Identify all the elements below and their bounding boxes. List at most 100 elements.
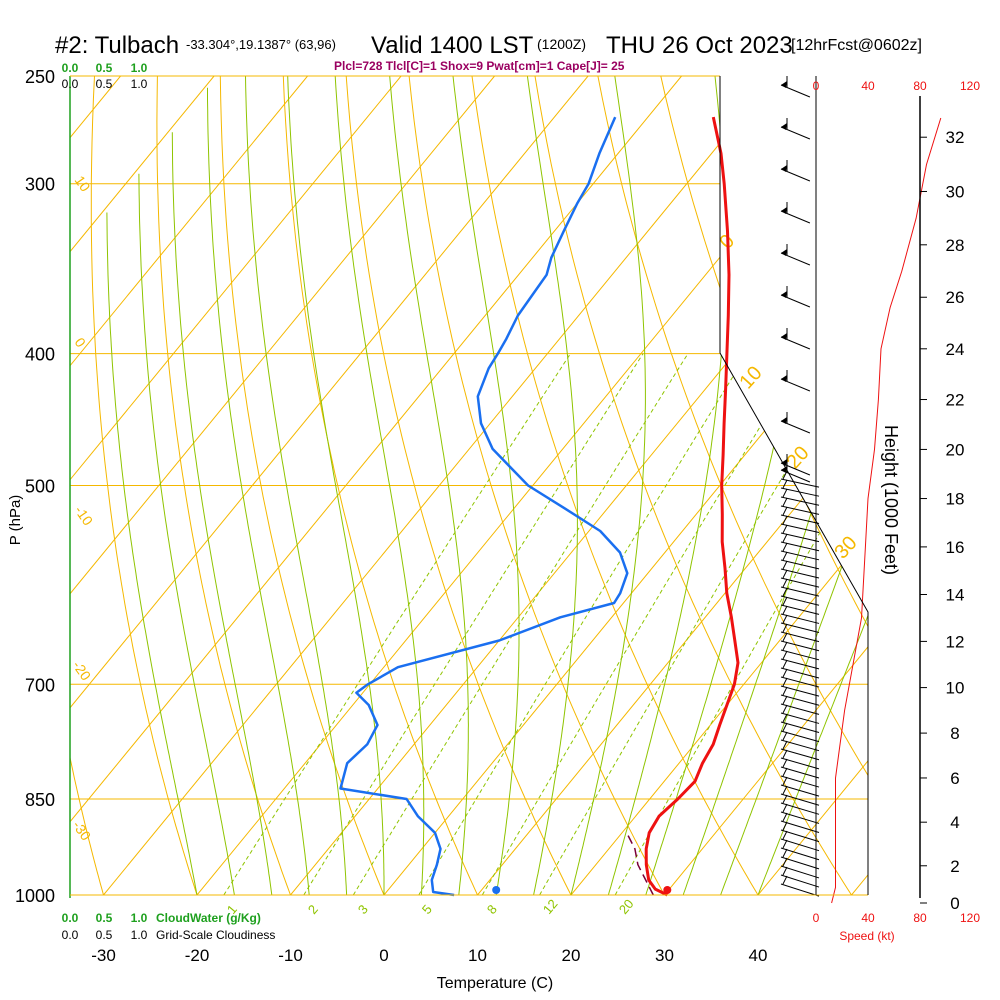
wind-barb <box>780 667 820 679</box>
height-tick-label: 30 <box>946 182 965 201</box>
wind-barb <box>780 577 820 588</box>
dry-adiabat <box>0 76 10 895</box>
wind-barb-flag <box>781 165 787 172</box>
speed-axis-title: Speed (kt) <box>839 929 894 943</box>
mixing-ratio-line <box>418 353 748 895</box>
wind-barb <box>780 820 820 833</box>
mixing-ratio-line <box>352 353 689 895</box>
isotherm-line <box>70 76 308 895</box>
wind-barb-feather <box>782 605 788 615</box>
wind-barb-flag <box>781 249 787 256</box>
temperature-tick-label: 0 <box>379 946 388 965</box>
wind-barb <box>780 658 820 670</box>
wind-barb <box>780 712 820 724</box>
wind-barb <box>780 775 820 788</box>
isotherm-label: -10 <box>72 503 97 529</box>
wind-barb-feather <box>782 560 788 570</box>
cloudwater-legend: CloudWater (g/Kg) <box>156 911 261 925</box>
isotherm-line <box>70 76 495 895</box>
moist-adiabat <box>138 173 235 895</box>
barb-region-border <box>719 76 869 895</box>
title-station: #2: Tulbach <box>55 32 179 59</box>
title-valid: Valid 1400 LST <box>371 32 534 59</box>
wind-barb-flag <box>781 375 787 382</box>
mixing-ratio-line <box>539 353 857 895</box>
wind-barb-feather <box>782 614 788 624</box>
cloudiness-scale-top: 0.0 <box>62 77 79 91</box>
wind-barb <box>780 586 820 597</box>
wind-barb-feather <box>782 668 788 678</box>
isotherm-line <box>0 76 27 895</box>
height-tick-label: 14 <box>946 586 965 605</box>
moist-adiabat <box>682 76 868 895</box>
dry-adiabat <box>90 76 198 895</box>
mixing-ratio-line <box>303 353 644 895</box>
wind-barb <box>780 694 820 706</box>
mixing-ratio-label: 20 <box>616 896 637 917</box>
cloudiness-scale-top: 1.0 <box>131 77 148 91</box>
wind-barb-feather <box>782 794 788 804</box>
cloudwater-scale-bottom: 0.0 <box>62 911 79 925</box>
wind-barb-feather <box>782 515 788 525</box>
cloudiness-scale-top: 0.5 <box>96 77 113 91</box>
mixing-ratio-line <box>223 353 571 895</box>
pressure-tick-label: 250 <box>25 67 55 87</box>
speed-tick-bottom: 80 <box>913 911 927 925</box>
wind-barb <box>780 604 820 615</box>
wind-barb <box>780 757 820 770</box>
moist-adiabat <box>757 76 868 895</box>
temperature-tick-label: 10 <box>468 946 487 965</box>
wind-barb <box>780 703 820 715</box>
wind-barb-flag <box>781 459 787 466</box>
wind-barb-feather <box>782 533 788 543</box>
wind-barb-feather <box>782 812 788 822</box>
mixing-ratio-label: 2 <box>305 902 321 917</box>
pressure-tick-label: 700 <box>25 675 55 695</box>
wind-barb <box>780 631 820 643</box>
temperature-tick-label: -10 <box>278 946 303 965</box>
wind-barb <box>780 568 820 579</box>
dry-adiabat <box>849 76 868 895</box>
moist-adiabat <box>526 76 578 895</box>
wind-barb-feather <box>782 839 788 849</box>
wind-barb-feather <box>782 659 788 669</box>
mixing-ratio-label: 12 <box>540 896 561 917</box>
wind-barb <box>780 748 820 761</box>
isotherm-line <box>70 76 215 895</box>
wind-barb-feather <box>782 542 788 552</box>
wind-barb-feather <box>782 776 788 786</box>
wind-barb-feather <box>782 488 788 498</box>
wind-barb-feather <box>782 767 788 777</box>
wind-barb-feather <box>782 704 788 714</box>
moist-adiabat <box>334 76 425 895</box>
pressure-tick-label: 500 <box>25 477 55 497</box>
moist-adiabat <box>287 76 385 895</box>
cloudiness-legend: Grid-Scale Cloudiness <box>156 928 275 942</box>
height-tick-label: 28 <box>946 236 965 255</box>
wind-barb-feather <box>782 695 788 705</box>
height-tick-label: 16 <box>946 538 965 557</box>
speed-tick-top: 80 <box>913 79 927 93</box>
dry-adiabat <box>345 76 572 895</box>
wind-barb <box>780 739 820 752</box>
wind-barb-flag <box>781 123 787 130</box>
mixing-ratio-label: 5 <box>419 902 435 917</box>
title-forecast: [12hrFcst@0602z] <box>791 37 922 54</box>
surface-dewpoint-point <box>492 886 501 894</box>
wind-barb <box>780 811 820 824</box>
wind-barb-feather <box>782 641 788 651</box>
wind-barb-feather <box>782 623 788 633</box>
wind-barb-feather <box>782 632 788 642</box>
pressure-tick-label: 1000 <box>15 886 55 906</box>
cloudiness-scale-bottom: 1.0 <box>131 928 148 942</box>
grid-lines <box>0 76 868 895</box>
wind-barb <box>780 838 820 852</box>
wind-barb-feather <box>782 713 788 723</box>
wind-barb-flag <box>781 81 787 88</box>
cloudwater-scale-top: 1.0 <box>131 61 148 75</box>
wind-barb <box>780 784 820 797</box>
moist-adiabat <box>570 76 646 895</box>
speed-tick-top: 40 <box>861 79 875 93</box>
